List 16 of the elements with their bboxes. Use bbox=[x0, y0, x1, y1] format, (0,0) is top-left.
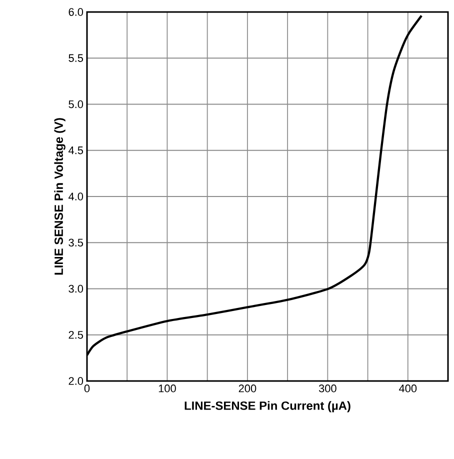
y-tick-label: 3.0 bbox=[68, 284, 84, 293]
y-tick-label: 3.5 bbox=[68, 238, 84, 247]
y-tick-label: 6.0 bbox=[68, 8, 84, 16]
x-axis-title: LINE-SENSE Pin Current (µA) bbox=[184, 401, 350, 412]
x-tick-label: 100 bbox=[158, 384, 176, 392]
y-tick-label: 4.5 bbox=[68, 146, 84, 154]
x-tick-label: 400 bbox=[398, 384, 417, 392]
x-tick-label: 300 bbox=[318, 384, 336, 392]
y-axis-title: LINE SENSE Pin Voltage (V) bbox=[54, 118, 66, 275]
y-tick-label: 5.0 bbox=[68, 100, 84, 108]
y-tick-label: 2.5 bbox=[68, 331, 84, 339]
y-tick-label: 5.5 bbox=[68, 54, 84, 62]
y-tick-label: 2.0 bbox=[68, 377, 84, 385]
x-tick-label: 200 bbox=[238, 384, 256, 392]
x-tick-label: 0 bbox=[84, 384, 90, 392]
y-tick-label: 4.0 bbox=[68, 192, 84, 200]
